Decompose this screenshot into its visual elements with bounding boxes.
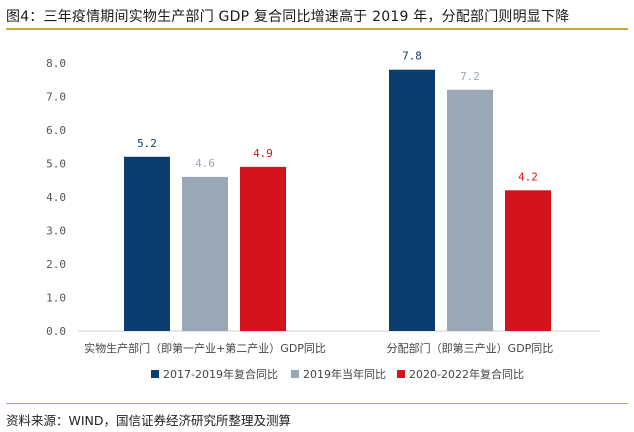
y-tick-label: 1.0 (46, 292, 66, 305)
y-tick-label: 4.0 (46, 191, 66, 204)
bar (505, 190, 551, 331)
bar (124, 156, 170, 331)
bar (240, 166, 286, 331)
legend-swatch (291, 370, 299, 378)
bar (182, 176, 228, 331)
y-tick-label: 5.0 (46, 158, 66, 171)
data-label: 5.2 (137, 137, 157, 150)
x-category-label: 实物生产部门（即第一产业+第二产业）GDP同比 (84, 341, 326, 355)
bar (447, 89, 493, 331)
legend-entry: 2020-2022年复合同比 (409, 367, 524, 381)
data-label: 4.9 (253, 147, 273, 160)
bar (389, 69, 435, 331)
y-tick-label: 6.0 (46, 124, 66, 137)
y-tick-label: 7.0 (46, 91, 66, 104)
source-note: 资料来源：WIND，国信证券经济研究所整理及测算 (6, 413, 292, 428)
x-category-label: 分配部门（即第三产业）GDP同比 (387, 341, 554, 355)
y-tick-label: 3.0 (46, 225, 66, 238)
legend-entry: 2017-2019年复合同比 (163, 367, 278, 381)
data-label: 7.2 (460, 70, 480, 83)
legend-swatch (151, 370, 159, 378)
data-label: 4.2 (518, 170, 538, 183)
legend-entry: 2019年当年同比 (303, 367, 386, 381)
chart-title: 图4：三年疫情期间实物生产部门 GDP 复合同比增速高于 2019 年，分配部门… (6, 9, 570, 25)
source-rule (6, 403, 628, 404)
y-tick-label: 2.0 (46, 258, 66, 271)
y-tick-label: 0.0 (46, 325, 66, 338)
data-label: 7.8 (402, 50, 422, 63)
title-rule (6, 28, 628, 30)
legend-swatch (397, 370, 405, 378)
y-tick-label: 8.0 (46, 57, 66, 70)
data-label: 4.6 (195, 157, 215, 170)
